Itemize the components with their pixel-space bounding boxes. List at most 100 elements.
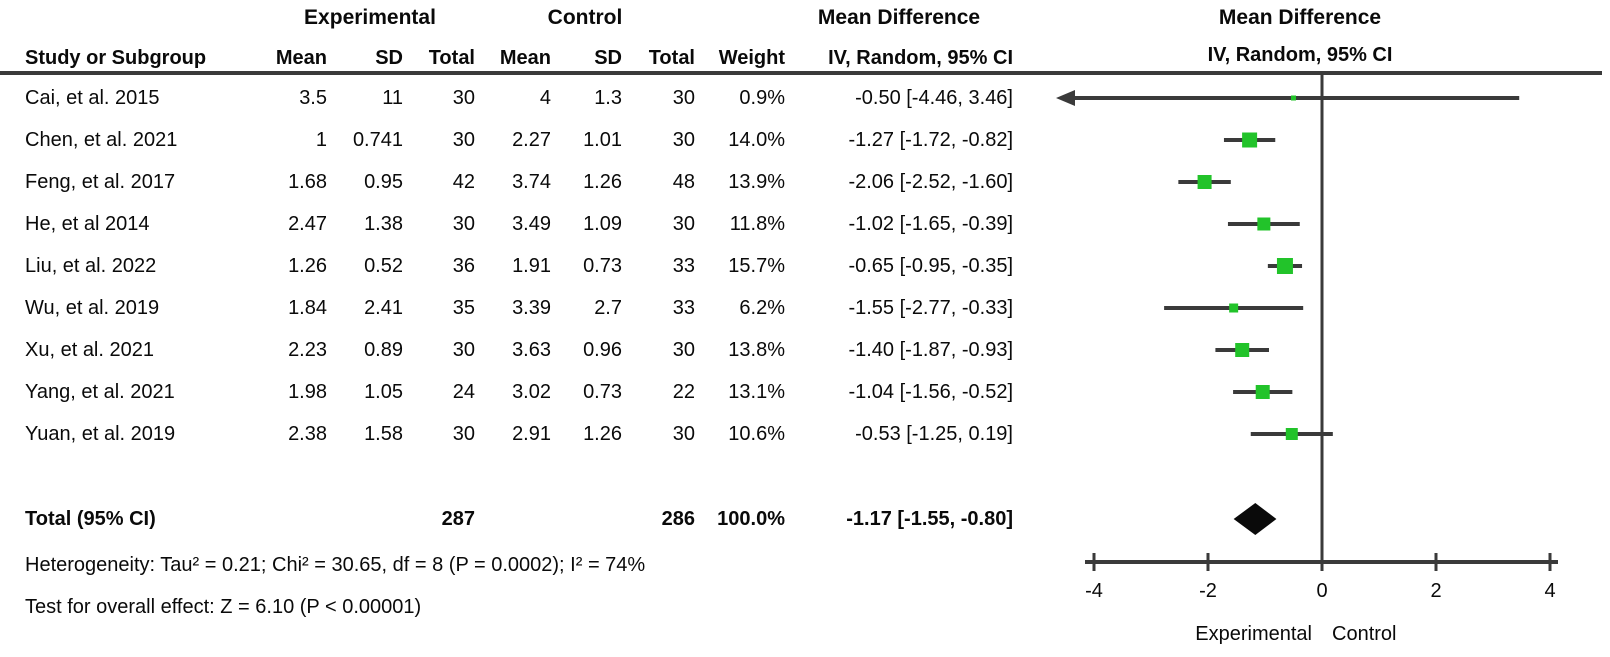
column-header-row: Study or Subgroup Mean SD Total Mean SD … (25, 38, 1013, 70)
weight-cell: 13.1% (728, 380, 785, 403)
effect-marker (1285, 428, 1298, 440)
exp-total-cell: 35 (452, 296, 475, 319)
ctl-total-cell: 22 (672, 380, 695, 403)
column-header-plot-ci: IV, Random, 95% CI (1207, 44, 1393, 66)
study-rows: Cai, et al. 2015 3.5 11 30 4 1.3 30 0.9% -0.50 [… (25, 77, 1013, 455)
header-divider (0, 71, 1602, 75)
column-header-ctl-mean: Mean (499, 47, 551, 69)
summary-diamond (1233, 503, 1277, 535)
exp-total-cell: 30 (452, 128, 475, 151)
ctl-mean-cell: 4 (539, 86, 551, 109)
study-cell: He, et al 2014 (25, 212, 150, 235)
axis-label-experimental: Experimental (1195, 623, 1312, 645)
column-header-study: Study or Subgroup (25, 47, 207, 69)
ci-cell: -1.04 [-1.56, -0.52] (848, 380, 1013, 403)
exp-mean-cell: 2.38 (288, 422, 327, 445)
ctl-sd-cell: 0.73 (583, 380, 622, 403)
exp-mean-cell: 1.26 (288, 254, 327, 277)
table-row: Cai, et al. 2015 3.5 11 30 4 1.3 30 0.9% -0.50 [… (25, 77, 1013, 119)
group-header-control: Control (547, 6, 623, 29)
ctl-sd-cell: 2.7 (594, 296, 622, 319)
effect-marker (1197, 175, 1212, 189)
ctl-sd-cell: 1.26 (583, 170, 622, 193)
heterogeneity-text: Heterogeneity: Tau² = 0.21; Chi² = 30.65… (25, 554, 646, 576)
ctl-mean-cell: 3.63 (512, 338, 551, 361)
total-exp-total: 287 (441, 507, 475, 530)
exp-mean-cell: 1.68 (288, 170, 327, 193)
tick-label: 4 (1544, 580, 1555, 602)
exp-sd-cell: 0.52 (364, 254, 403, 277)
table-row: Yuan, et al. 2019 2.38 1.58 30 2.91 1.26 30 10.… (25, 413, 1013, 455)
group-header-plot-mean-difference: Mean Difference (1218, 6, 1382, 29)
forest-plot: -4 -2 0 2 4 Experimental Control (1056, 75, 1558, 645)
weight-cell: 15.7% (728, 254, 785, 277)
exp-sd-cell: 0.741 (352, 128, 403, 151)
ctl-mean-cell: 3.02 (512, 380, 551, 403)
exp-total-cell: 42 (452, 170, 475, 193)
exp-total-cell: 24 (452, 380, 475, 403)
table-row: Wu, et al. 2019 1.84 2.41 35 3.39 2.7 33 6.2% -1… (25, 287, 1013, 329)
column-header-ctl-total: Total (648, 47, 695, 69)
ctl-total-cell: 33 (672, 254, 695, 277)
effect-marker (1276, 258, 1293, 274)
ctl-sd-cell: 1.3 (594, 86, 622, 109)
ctl-mean-cell: 1.91 (512, 254, 551, 277)
column-header-exp-total: Total (428, 47, 475, 69)
table-row: Liu, et al. 2022 1.26 0.52 36 1.91 0.73 33 15.7… (25, 245, 1013, 287)
exp-sd-cell: 0.89 (364, 338, 403, 361)
effect-marker (1255, 385, 1270, 399)
exp-sd-cell: 1.58 (364, 422, 403, 445)
ci-cell: -0.65 [-0.95, -0.35] (848, 254, 1013, 277)
study-cell: Yuan, et al. 2019 (25, 422, 176, 445)
ctl-total-cell: 30 (672, 128, 695, 151)
total-label: Total (95% CI) (25, 507, 156, 530)
study-cell: Yang, et al. 2021 (25, 380, 175, 403)
group-header-mean-difference: Mean Difference (817, 6, 981, 29)
study-cell: Wu, et al. 2019 (25, 296, 160, 319)
weight-cell: 13.8% (728, 338, 785, 361)
exp-mean-cell: 2.47 (288, 212, 327, 235)
ctl-sd-cell: 1.09 (583, 212, 622, 235)
study-cell: Feng, et al. 2017 (25, 170, 176, 193)
ctl-sd-cell: 0.73 (583, 254, 622, 277)
weight-cell: 0.9% (739, 86, 785, 109)
tick-label: 2 (1430, 580, 1441, 602)
exp-sd-cell: 1.38 (364, 212, 403, 235)
exp-total-cell: 36 (452, 254, 475, 277)
ctl-mean-cell: 3.39 (512, 296, 551, 319)
weight-cell: 10.6% (728, 422, 785, 445)
study-cell: Chen, et al. 2021 (25, 128, 178, 151)
column-header-ci: IV, Random, 95% CI (828, 47, 1013, 69)
ctl-sd-cell: 0.96 (583, 338, 622, 361)
ci-cell: -1.40 [-1.87, -0.93] (848, 338, 1013, 361)
effect-marker (1291, 95, 1296, 101)
exp-mean-cell: 3.5 (299, 86, 327, 109)
group-header-experimental: Experimental (304, 6, 436, 29)
exp-sd-cell: 0.95 (364, 170, 403, 193)
exp-sd-cell: 2.41 (364, 296, 403, 319)
exp-total-cell: 30 (452, 422, 475, 445)
weight-cell: 13.9% (728, 170, 785, 193)
ctl-total-cell: 30 (672, 212, 695, 235)
table-row: Feng, et al. 2017 1.68 0.95 42 3.74 1.26 48 13.… (25, 161, 1013, 203)
effect-marker (1235, 343, 1250, 357)
ctl-sd-cell: 1.01 (583, 128, 622, 151)
study-cell: Liu, et al. 2022 (25, 254, 157, 277)
effect-marker (1257, 217, 1271, 231)
exp-total-cell: 30 (452, 86, 475, 109)
ctl-mean-cell: 2.27 (512, 128, 551, 151)
exp-mean-cell: 1.98 (288, 380, 327, 403)
ci-cell: -1.55 [-2.77, -0.33] (848, 296, 1013, 319)
axis-label-control: Control (1332, 623, 1396, 645)
exp-total-cell: 30 (452, 338, 475, 361)
arrow-left-icon (1056, 90, 1075, 106)
ci-cell: -1.27 [-1.72, -0.82] (848, 128, 1013, 151)
weight-cell: 14.0% (728, 128, 785, 151)
table-row: Yang, et al. 2021 1.98 1.05 24 3.02 0.73 22 13.… (25, 371, 1013, 413)
column-header-ctl-sd: SD (594, 47, 622, 69)
column-header-weight: Weight (718, 47, 785, 69)
ctl-total-cell: 48 (672, 170, 695, 193)
exp-total-cell: 30 (452, 212, 475, 235)
overall-effect-text: Test for overall effect: Z = 6.10 (P < 0… (25, 596, 422, 618)
